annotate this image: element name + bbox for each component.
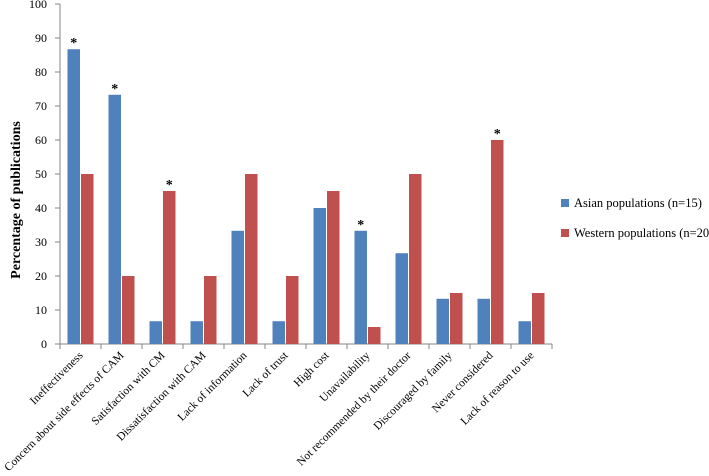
x-category-label: Lack of information [176,349,250,423]
legend-swatch-1 [561,229,569,237]
y-tick-label: 0 [41,337,47,351]
y-tick-label: 20 [35,269,47,283]
legend: Asian populations (n=15) Western populati… [561,196,709,240]
bar-series-1 [491,140,504,344]
significance-marker: * [357,218,364,233]
significance-marker: * [494,127,501,142]
legend-label-0: Asian populations (n=15) [574,196,702,210]
bar-series-0 [231,230,244,344]
y-tick-label: 80 [35,65,47,79]
x-category-label: Lack of reason to use [459,350,537,428]
y-axis-label: Percentage of publications [9,121,24,279]
y-tick-label: 100 [29,0,47,11]
y-tick-label: 60 [35,133,47,147]
bar-series-1 [450,293,463,344]
bar-series-0 [354,230,367,344]
bar-series-0 [518,321,531,344]
bar-series-0 [436,298,449,344]
x-category-label: High cost [292,349,332,389]
bar-series-1 [286,276,299,344]
y-tick-label: 30 [35,235,47,249]
x-category-label: Lack of trust [241,349,292,400]
x-category-label: Satisfaction with CM [90,350,168,428]
significance-marker: * [111,82,118,97]
legend-label-1: Western populations (n=20) [574,226,709,240]
bar-series-0 [395,253,408,344]
bar-series-0 [149,321,162,344]
y-tick-label: 40 [35,201,47,215]
significance-marker: * [166,178,173,193]
bar-series-0 [190,321,203,344]
y-tick-label: 10 [35,303,47,317]
significance-markers: * * * * * [70,36,501,233]
bar-series-1 [163,191,176,344]
bar-series-1 [245,174,258,344]
y-tick-label: 70 [35,99,47,113]
x-category-label: Discouraged by family [372,349,455,432]
legend-swatch-0 [561,199,569,207]
bar-series-1 [368,327,381,344]
y-tick-label: 90 [35,31,47,45]
bars [67,49,545,344]
significance-marker: * [70,36,77,51]
bar-series-1 [122,276,135,344]
bar-series-1 [409,174,422,344]
bar-series-0 [67,49,80,344]
bar-series-1 [204,276,217,344]
bar-series-0 [108,94,121,344]
y-tick-label: 50 [35,167,47,181]
bar-series-0 [477,298,490,344]
bar-series-1 [81,174,94,344]
bar-series-0 [272,321,285,344]
bar-series-1 [327,191,340,344]
axes: 0 10 20 30 40 50 60 70 80 90 100 [29,0,553,351]
bar-series-1 [532,293,545,344]
bar-series-0 [313,208,326,344]
